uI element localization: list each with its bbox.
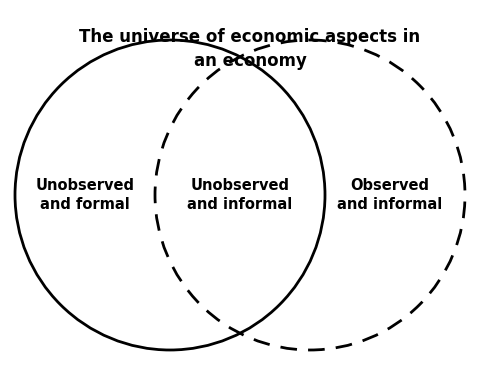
Text: The universe of economic aspects in
an economy: The universe of economic aspects in an e…	[80, 28, 420, 69]
Text: Unobserved
and informal: Unobserved and informal	[188, 178, 292, 212]
Text: Unobserved
and formal: Unobserved and formal	[36, 178, 134, 212]
Text: Observed
and informal: Observed and informal	[338, 178, 442, 212]
